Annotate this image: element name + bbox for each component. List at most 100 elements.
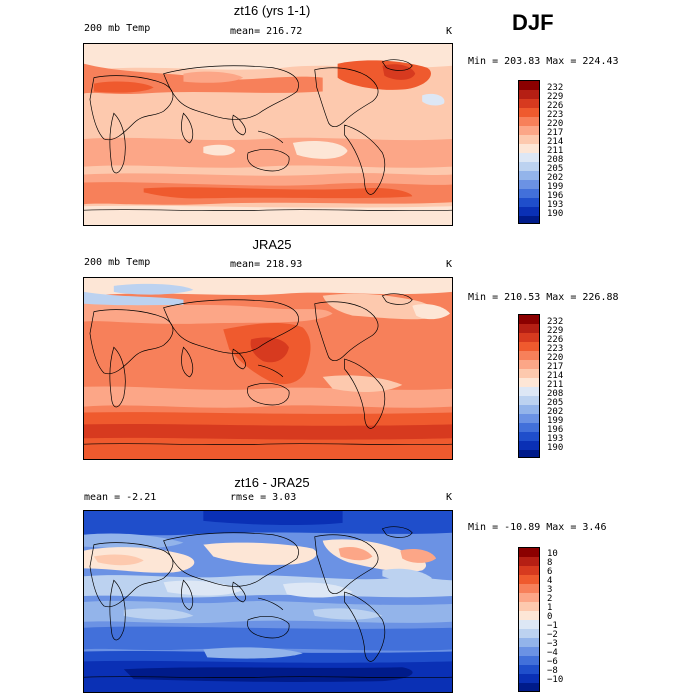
panel-1-mean: mean= 216.72 <box>230 26 303 37</box>
colorbar-label: 232 <box>547 317 564 327</box>
panel-1-colorbar <box>518 80 540 224</box>
panel-2-variable: 200 mb Temp <box>84 257 151 268</box>
colorbar-label: 214 <box>547 371 564 381</box>
colorbar-swatch <box>519 117 539 126</box>
colorbar-swatch <box>519 414 539 423</box>
panel-1-units: K <box>446 26 453 37</box>
colorbar-swatch <box>519 638 539 647</box>
colorbar-label: 6 <box>547 567 553 577</box>
colorbar-label: 220 <box>547 353 564 363</box>
colorbar-swatch <box>519 153 539 162</box>
panel-3-mean: mean = -2.21 <box>84 492 157 503</box>
colorbar-swatch <box>519 423 539 432</box>
colorbar-label: 202 <box>547 407 564 417</box>
colorbar-label: 211 <box>547 146 564 156</box>
colorbar-swatch <box>519 324 539 333</box>
colorbar-swatch <box>519 620 539 629</box>
colorbar-label: −6 <box>547 657 558 667</box>
colorbar-label: 205 <box>547 398 564 408</box>
colorbar-swatch <box>519 180 539 189</box>
colorbar-swatch <box>519 360 539 369</box>
colorbar-label: 3 <box>547 585 553 595</box>
colorbar-label: 217 <box>547 128 564 138</box>
panel-3-minmax: Min = -10.89 Max = 3.46 <box>468 522 607 533</box>
colorbar-swatch <box>519 162 539 171</box>
colorbar-swatch <box>519 557 539 566</box>
colorbar-label: 0 <box>547 612 553 622</box>
colorbar-swatch <box>519 656 539 665</box>
colorbar-swatch <box>519 387 539 396</box>
panel-3-map <box>83 510 453 693</box>
colorbar-label: 208 <box>547 389 564 399</box>
colorbar-label: −1 <box>547 621 558 631</box>
colorbar-swatch <box>519 611 539 620</box>
colorbar-label: 217 <box>547 362 564 372</box>
colorbar-swatch <box>519 602 539 611</box>
colorbar-swatch <box>519 674 539 683</box>
colorbar-swatch <box>519 548 539 557</box>
colorbar-label: −8 <box>547 666 558 676</box>
colorbar-label: 229 <box>547 326 564 336</box>
panel-2-colorbar <box>518 314 540 458</box>
colorbar-swatch <box>519 351 539 360</box>
colorbar-swatch <box>519 683 539 691</box>
colorbar-swatch <box>519 144 539 153</box>
colorbar-label: 226 <box>547 335 564 345</box>
colorbar-swatch <box>519 189 539 198</box>
colorbar-swatch <box>519 665 539 674</box>
colorbar-label: −10 <box>547 675 564 685</box>
colorbar-label: 196 <box>547 425 564 435</box>
colorbar-swatch <box>519 135 539 144</box>
colorbar-label: 190 <box>547 209 564 219</box>
colorbar-swatch <box>519 333 539 342</box>
colorbar-label: 232 <box>547 83 564 93</box>
colorbar-label: 1 <box>547 603 553 613</box>
panel-2-minmax: Min = 210.53 Max = 226.88 <box>468 292 619 303</box>
colorbar-label: 223 <box>547 110 564 120</box>
colorbar-swatch <box>519 342 539 351</box>
panel-2-mean: mean= 218.93 <box>230 259 303 270</box>
colorbar-swatch <box>519 584 539 593</box>
colorbar-label: −3 <box>547 639 558 649</box>
colorbar-swatch <box>519 315 539 324</box>
colorbar-label: −4 <box>547 648 558 658</box>
colorbar-label: 193 <box>547 434 564 444</box>
panel-3-colorbar <box>518 547 540 692</box>
colorbar-swatch <box>519 647 539 656</box>
colorbar-label: 193 <box>547 200 564 210</box>
colorbar-swatch <box>519 369 539 378</box>
colorbar-label: 2 <box>547 594 553 604</box>
colorbar-label: 214 <box>547 137 564 147</box>
colorbar-label: 220 <box>547 119 564 129</box>
panel-2-title: JRA25 <box>252 237 292 252</box>
colorbar-swatch <box>519 171 539 180</box>
colorbar-label: 10 <box>547 549 558 559</box>
colorbar-swatch <box>519 216 539 223</box>
panel-1-variable: 200 mb Temp <box>84 23 151 34</box>
colorbar-swatch <box>519 450 539 457</box>
panel-1-minmax: Min = 203.83 Max = 224.43 <box>468 56 619 67</box>
colorbar-swatch <box>519 207 539 216</box>
colorbar-label: 226 <box>547 101 564 111</box>
colorbar-label: 199 <box>547 182 564 192</box>
colorbar-label: 205 <box>547 164 564 174</box>
colorbar-label: 208 <box>547 155 564 165</box>
colorbar-label: 8 <box>547 558 553 568</box>
panel-2-map <box>83 277 453 460</box>
colorbar-swatch <box>519 99 539 108</box>
colorbar-swatch <box>519 198 539 207</box>
colorbar-label: 229 <box>547 92 564 102</box>
panel-1-map <box>83 43 453 226</box>
panel-2-units: K <box>446 259 453 270</box>
colorbar-swatch <box>519 575 539 584</box>
colorbar-label: 199 <box>547 416 564 426</box>
colorbar-swatch <box>519 566 539 575</box>
colorbar-swatch <box>519 405 539 414</box>
colorbar-swatch <box>519 629 539 638</box>
colorbar-label: 4 <box>547 576 553 586</box>
colorbar-label: 196 <box>547 191 564 201</box>
colorbar-swatch <box>519 432 539 441</box>
season-label: DJF <box>512 10 554 35</box>
colorbar-swatch <box>519 126 539 135</box>
colorbar-swatch <box>519 108 539 117</box>
